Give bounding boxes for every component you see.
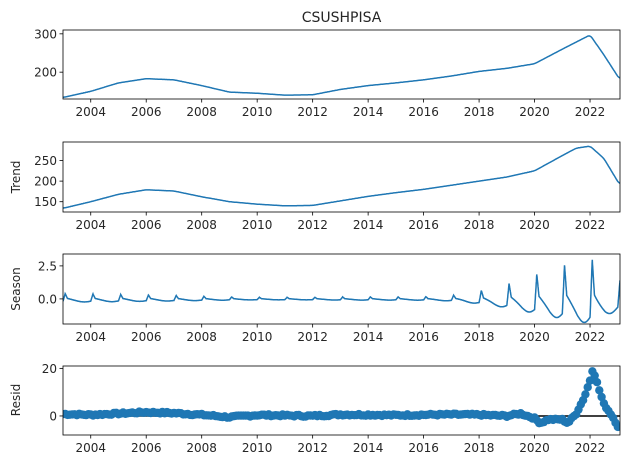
x-tick-label: 2018 — [464, 218, 495, 232]
panel-season: 2004 2006 2008 2010 2012 2014 2016 2018 2020 2022… — [9, 253, 621, 344]
plot-frame — [62, 253, 621, 325]
x-tick-label: 2006 — [131, 105, 162, 119]
plot-frame — [62, 141, 621, 213]
x-tick-label: 2004 — [75, 105, 106, 119]
y-axis-title: Season — [9, 267, 23, 311]
panel-observed: 2004 2006 2008 2010 2012 2014 2016 2018 2020 2022… — [34, 27, 621, 119]
y-tick-label: 200 — [34, 175, 57, 189]
x-tick-label: 2020 — [519, 105, 550, 119]
y-tick-label: 150 — [34, 195, 57, 209]
x-tick-label: 2022 — [575, 218, 606, 232]
x-tick-label: 2008 — [186, 105, 217, 119]
x-tick-label: 2020 — [519, 441, 550, 455]
panel-trend: 2004 2006 2008 2010 2012 2014 2016 2018 2020 2022… — [9, 141, 621, 232]
seasonal-line — [63, 259, 620, 324]
panel-resid: 2004 2006 2008 2010 2012 2014 2016 2018 2020 2022… — [9, 362, 621, 455]
plot-frame — [62, 29, 621, 100]
y-tick-label: 300 — [34, 27, 57, 41]
x-tick-label: 2010 — [242, 441, 273, 455]
x-tick-label: 2016 — [408, 105, 439, 119]
x-tick-label: 2006 — [131, 330, 162, 344]
x-tick-label: 2010 — [242, 330, 273, 344]
x-tick-label: 2006 — [131, 218, 162, 232]
x-tick-label: 2010 — [242, 105, 273, 119]
x-tick-label: 2008 — [186, 218, 217, 232]
resid-point — [613, 422, 620, 432]
trend-line — [63, 145, 620, 209]
x-tick-label: 2020 — [519, 218, 550, 232]
x-tick-label: 2004 — [75, 218, 106, 232]
y-tick-label: 20 — [42, 362, 57, 376]
y-axis-title: Trend — [9, 161, 23, 195]
x-tick-label: 2014 — [353, 330, 384, 344]
x-tick-label: 2020 — [519, 330, 550, 344]
plot-frame — [62, 365, 621, 436]
x-tick-label: 2018 — [464, 105, 495, 119]
x-tick-label: 2022 — [575, 441, 606, 455]
y-tick-label: 0.0 — [38, 292, 57, 306]
x-tick-label: 2008 — [186, 330, 217, 344]
y-tick-label: 2.5 — [38, 259, 57, 273]
x-tick-label: 2016 — [408, 330, 439, 344]
y-tick-label: 200 — [34, 66, 57, 80]
resid-point — [595, 386, 604, 395]
x-tick-label: 2012 — [297, 105, 328, 119]
observed-line — [63, 35, 620, 98]
x-tick-label: 2022 — [575, 330, 606, 344]
x-tick-label: 2012 — [297, 218, 328, 232]
y-axis-title: Resid — [9, 384, 23, 416]
y-tick-label: 0 — [49, 409, 57, 423]
x-tick-label: 2004 — [75, 330, 106, 344]
x-tick-label: 2014 — [353, 218, 384, 232]
x-tick-label: 2016 — [408, 441, 439, 455]
x-tick-label: 2014 — [353, 441, 384, 455]
y-tick-label: 250 — [34, 154, 57, 168]
x-tick-label: 2012 — [297, 441, 328, 455]
resid-point — [592, 378, 602, 387]
x-tick-label: 2012 — [297, 330, 328, 344]
x-tick-label: 2006 — [131, 441, 162, 455]
x-tick-label: 2014 — [353, 105, 384, 119]
x-tick-label: 2008 — [186, 441, 217, 455]
figure-title: CSUSHPISA — [302, 10, 382, 26]
resid-point — [583, 383, 592, 392]
resid-point — [597, 392, 606, 402]
x-tick-label: 2018 — [464, 330, 495, 344]
resid-point — [581, 390, 590, 399]
x-tick-label: 2004 — [75, 441, 106, 455]
resid-point — [590, 371, 599, 380]
x-tick-label: 2010 — [242, 218, 273, 232]
x-tick-label: 2022 — [575, 105, 606, 119]
x-tick-label: 2016 — [408, 218, 439, 232]
x-tick-label: 2018 — [464, 441, 495, 455]
